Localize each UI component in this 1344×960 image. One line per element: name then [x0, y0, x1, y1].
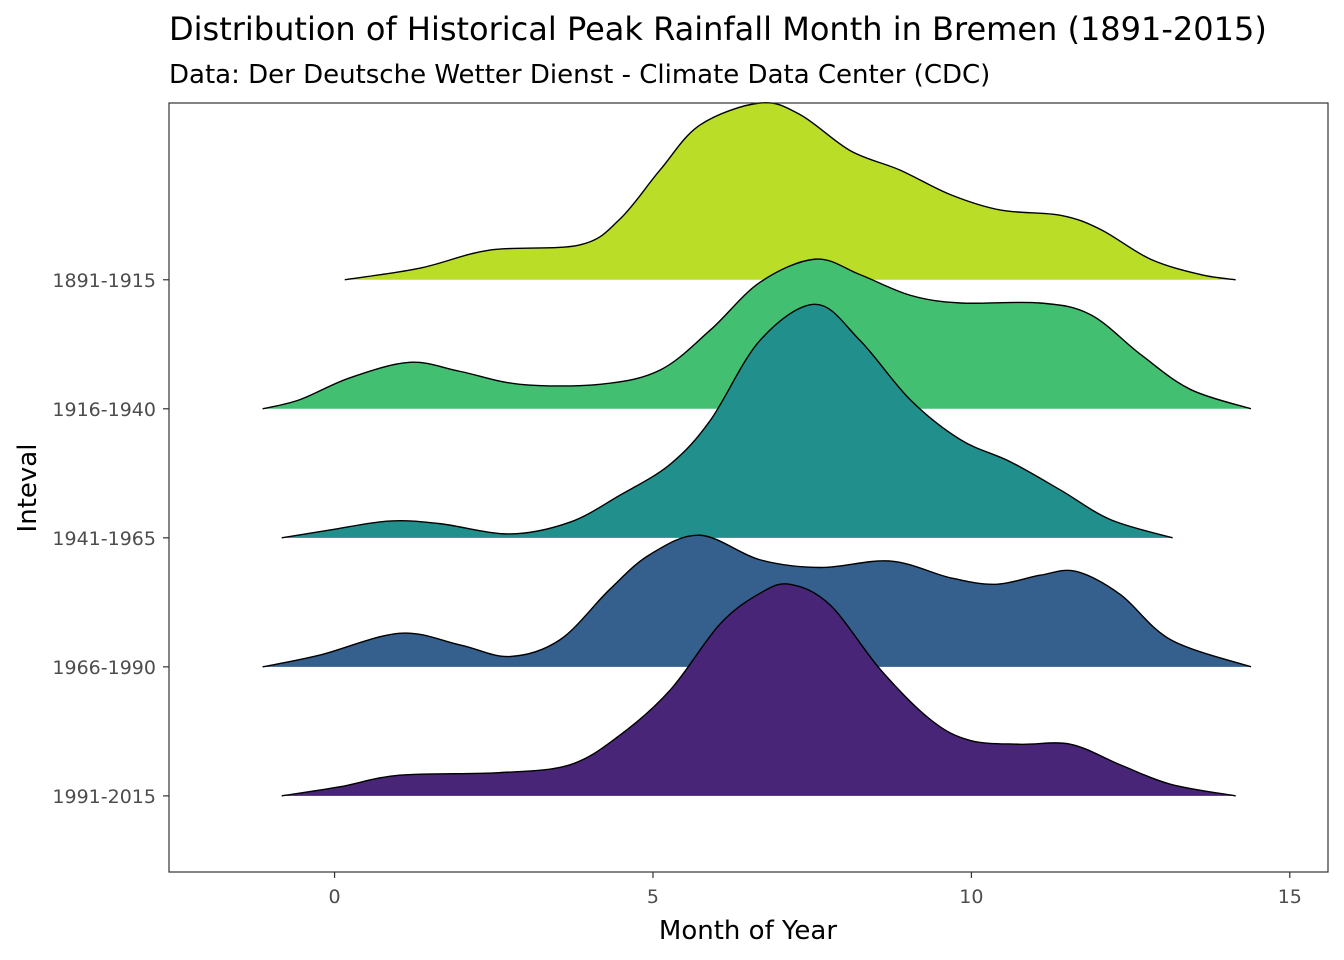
ridge-line-1916-1940 — [262, 258, 1252, 410]
ridge-fill-1991-2015 — [281, 583, 1236, 796]
y-tick-label: 1891-1915 — [52, 270, 156, 292]
y-tick-label: 1991-2015 — [52, 786, 156, 808]
ridge-fill-1916-1940 — [262, 259, 1251, 409]
ridge-fill-1891-1915 — [344, 102, 1236, 280]
x-tick-label: 5 — [647, 886, 659, 908]
y-axis: 1891-1915 1916-1940 1941-1965 1966-1990 1991… — [52, 270, 169, 808]
ridge-line-1991-2015 — [281, 583, 1236, 797]
plot-panel-border — [168, 102, 1329, 873]
ridge-line-1941-1965 — [281, 303, 1173, 539]
y-tick-label: 1916-1940 — [52, 399, 156, 421]
chart-subtitle: Data: Der Deutsche Wetter Dienst - Clima… — [169, 60, 990, 90]
y-tick-label: 1966-1990 — [52, 657, 156, 679]
chart-title: Distribution of Historical Peak Rainfall… — [169, 10, 1267, 48]
y-tick-label: 1941-1965 — [52, 528, 156, 550]
ridge-line-1966-1990 — [262, 534, 1252, 668]
ridge-fill-1941-1965 — [281, 304, 1173, 538]
x-axis: 0 5 10 15 — [329, 872, 1302, 908]
x-tick-label: 15 — [1278, 886, 1302, 908]
y-axis-label: Inteval — [13, 444, 43, 533]
ridge-line-1891-1915 — [344, 101, 1236, 281]
x-tick-label: 0 — [329, 886, 341, 908]
x-axis-label: Month of Year — [659, 916, 837, 946]
ridges — [262, 101, 1252, 797]
x-tick-label: 10 — [959, 886, 983, 908]
